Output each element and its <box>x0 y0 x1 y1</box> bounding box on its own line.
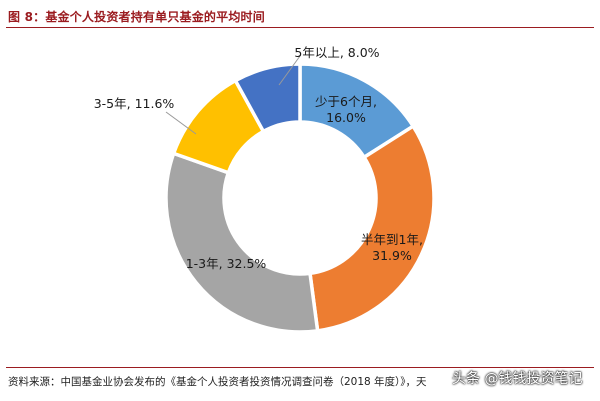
slice-label: 半年到1年, <box>361 232 423 247</box>
watermark: 头条 @钱钱投资笔记 <box>452 371 583 387</box>
donut-slice <box>308 124 436 333</box>
figure-title: 图 8：基金个人投资者持有单只基金的平均时间 <box>8 10 265 24</box>
leader-line <box>278 55 301 86</box>
slice-label: 少于6个月, <box>315 94 377 109</box>
slice-label: 3-5年, 11.6% <box>94 96 175 111</box>
leader-line <box>165 111 197 135</box>
slice-label: 16.0% <box>326 110 366 125</box>
source-note: 资料来源：中国基金业协会发布的《基金个人投资者投资情况调查问卷（2018 年度）… <box>8 376 427 388</box>
leader-lines <box>165 55 301 135</box>
slice-label: 31.9% <box>372 248 412 263</box>
source-rule <box>6 367 594 368</box>
slice-label: 5年以上, 8.0% <box>294 45 379 60</box>
donut-slice <box>164 151 320 334</box>
slice-label: 1-3年, 32.5% <box>186 256 267 271</box>
donut-slices <box>164 62 436 334</box>
donut-slice <box>233 62 302 134</box>
slice-labels: 少于6个月,16.0% 半年到1年,31.9% 1-3年, 32.5% 3-5年, 1… <box>94 45 423 271</box>
title-rule <box>6 27 594 28</box>
